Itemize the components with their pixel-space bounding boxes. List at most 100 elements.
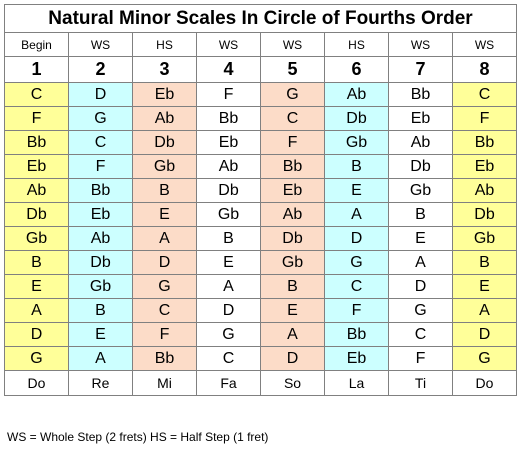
degree-cell[interactable]: 1	[4, 56, 69, 83]
solfege-cell[interactable]: Fa	[196, 370, 261, 396]
note-cell[interactable]: G	[388, 298, 453, 323]
note-cell[interactable]: Db	[4, 202, 69, 227]
note-cell[interactable]: Bb	[132, 346, 197, 371]
note-cell[interactable]: Gb	[324, 130, 389, 155]
note-cell[interactable]: D	[388, 274, 453, 299]
step-cell[interactable]: HS	[324, 32, 389, 57]
note-cell[interactable]: Gb	[260, 250, 325, 275]
note-cell[interactable]: F	[260, 130, 325, 155]
note-cell[interactable]: C	[388, 322, 453, 347]
note-cell[interactable]: B	[452, 250, 517, 275]
note-cell[interactable]: Ab	[388, 130, 453, 155]
note-cell[interactable]: G	[68, 106, 133, 131]
step-cell[interactable]: WS	[388, 32, 453, 57]
note-cell[interactable]: Eb	[260, 178, 325, 203]
note-cell[interactable]: Ab	[452, 178, 517, 203]
note-cell[interactable]: Bb	[260, 154, 325, 179]
note-cell[interactable]: E	[4, 274, 69, 299]
note-cell[interactable]: B	[260, 274, 325, 299]
note-cell[interactable]: A	[132, 226, 197, 251]
solfege-cell[interactable]: Mi	[132, 370, 197, 396]
note-cell[interactable]: Db	[196, 178, 261, 203]
note-cell[interactable]: D	[4, 322, 69, 347]
note-cell[interactable]: Gb	[132, 154, 197, 179]
degree-cell[interactable]: 5	[260, 56, 325, 83]
note-cell[interactable]: B	[4, 250, 69, 275]
step-cell[interactable]: HS	[132, 32, 197, 57]
degree-cell[interactable]: 7	[388, 56, 453, 83]
note-cell[interactable]: C	[4, 82, 69, 107]
note-cell[interactable]: Db	[260, 226, 325, 251]
note-cell[interactable]: F	[68, 154, 133, 179]
note-cell[interactable]: Gb	[452, 226, 517, 251]
note-cell[interactable]: E	[196, 250, 261, 275]
note-cell[interactable]: E	[388, 226, 453, 251]
note-cell[interactable]: F	[196, 82, 261, 107]
note-cell[interactable]: F	[388, 346, 453, 371]
note-cell[interactable]: C	[196, 346, 261, 371]
note-cell[interactable]: D	[324, 226, 389, 251]
note-cell[interactable]: Eb	[132, 82, 197, 107]
note-cell[interactable]: Bb	[68, 178, 133, 203]
solfege-cell[interactable]: Do	[4, 370, 69, 396]
note-cell[interactable]: A	[452, 298, 517, 323]
note-cell[interactable]: Ab	[68, 226, 133, 251]
degree-cell[interactable]: 6	[324, 56, 389, 83]
note-cell[interactable]: C	[68, 130, 133, 155]
note-cell[interactable]: Ab	[324, 82, 389, 107]
note-cell[interactable]: Db	[388, 154, 453, 179]
note-cell[interactable]: F	[4, 106, 69, 131]
note-cell[interactable]: G	[260, 82, 325, 107]
note-cell[interactable]: Gb	[4, 226, 69, 251]
footnote[interactable]: WS = Whole Step (2 frets) HS = Half Step…	[7, 430, 269, 444]
note-cell[interactable]: B	[68, 298, 133, 323]
degree-cell[interactable]: 3	[132, 56, 197, 83]
note-cell[interactable]: D	[452, 322, 517, 347]
note-cell[interactable]: Gb	[388, 178, 453, 203]
degree-cell[interactable]: 8	[452, 56, 517, 83]
solfege-cell[interactable]: So	[260, 370, 325, 396]
note-cell[interactable]: F	[452, 106, 517, 131]
note-cell[interactable]: F	[324, 298, 389, 323]
step-cell[interactable]: WS	[196, 32, 261, 57]
note-cell[interactable]: D	[196, 298, 261, 323]
note-cell[interactable]: A	[324, 202, 389, 227]
degree-cell[interactable]: 2	[68, 56, 133, 83]
page-title[interactable]: Natural Minor Scales In Circle of Fourth…	[4, 4, 517, 33]
solfege-cell[interactable]: Re	[68, 370, 133, 396]
note-cell[interactable]: Bb	[324, 322, 389, 347]
note-cell[interactable]: Bb	[388, 82, 453, 107]
step-cell[interactable]: WS	[452, 32, 517, 57]
note-cell[interactable]: B	[196, 226, 261, 251]
solfege-cell[interactable]: Do	[452, 370, 517, 396]
note-cell[interactable]: D	[260, 346, 325, 371]
note-cell[interactable]: C	[452, 82, 517, 107]
note-cell[interactable]: G	[196, 322, 261, 347]
note-cell[interactable]: G	[132, 274, 197, 299]
degree-cell[interactable]: 4	[196, 56, 261, 83]
note-cell[interactable]: B	[388, 202, 453, 227]
note-cell[interactable]: Eb	[452, 154, 517, 179]
note-cell[interactable]: G	[4, 346, 69, 371]
step-cell[interactable]: WS	[68, 32, 133, 57]
note-cell[interactable]: E	[68, 322, 133, 347]
note-cell[interactable]: G	[452, 346, 517, 371]
note-cell[interactable]: Db	[132, 130, 197, 155]
note-cell[interactable]: Db	[68, 250, 133, 275]
note-cell[interactable]: Gb	[68, 274, 133, 299]
note-cell[interactable]: Db	[324, 106, 389, 131]
note-cell[interactable]: Eb	[324, 346, 389, 371]
note-cell[interactable]: A	[388, 250, 453, 275]
note-cell[interactable]: Ab	[196, 154, 261, 179]
note-cell[interactable]: C	[324, 274, 389, 299]
note-cell[interactable]: A	[4, 298, 69, 323]
note-cell[interactable]: A	[68, 346, 133, 371]
note-cell[interactable]: Eb	[388, 106, 453, 131]
step-cell[interactable]: Begin	[4, 32, 69, 57]
note-cell[interactable]: Eb	[68, 202, 133, 227]
note-cell[interactable]: G	[324, 250, 389, 275]
note-cell[interactable]: E	[324, 178, 389, 203]
solfege-cell[interactable]: Ti	[388, 370, 453, 396]
note-cell[interactable]: E	[132, 202, 197, 227]
note-cell[interactable]: Gb	[196, 202, 261, 227]
